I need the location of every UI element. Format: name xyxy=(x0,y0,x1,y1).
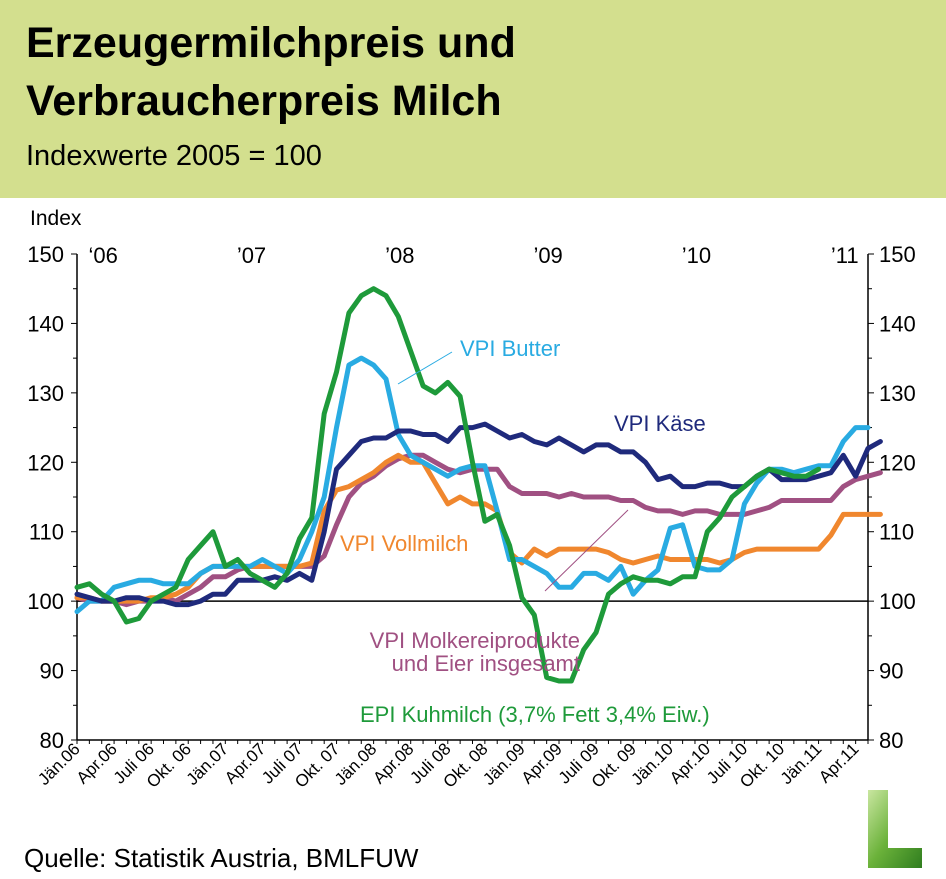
source-note: Quelle: Statistik Austria, BMLFUW xyxy=(24,843,419,873)
chart-title-line2: Verbraucherpreis Milch xyxy=(26,77,502,125)
x-tick-label: Apr.06 xyxy=(73,739,121,787)
x-tick-label: Jän.11 xyxy=(777,739,826,788)
annotation-molkerei-line2: und Eier insgesamt xyxy=(392,651,580,676)
y-tick-label-right: 90 xyxy=(879,659,903,684)
year-label: ’09 xyxy=(533,243,562,268)
x-tick-label: Apr.07 xyxy=(221,739,269,787)
y-axis-label: Index xyxy=(30,207,82,230)
x-tick-label: Apr.09 xyxy=(518,739,566,787)
x-tick-label: Jän.10 xyxy=(628,739,678,789)
y-tick-label-right: 100 xyxy=(879,589,916,614)
y-tick-label-left: 120 xyxy=(27,450,64,475)
leader-line-butter xyxy=(397,351,453,385)
y-tick-label-right: 80 xyxy=(879,728,903,753)
x-tick-label: Jän.07 xyxy=(183,739,233,789)
annotation-kaese: VPI Käse xyxy=(614,411,706,436)
year-label: ’07 xyxy=(237,243,266,268)
year-label: ’08 xyxy=(385,243,414,268)
y-tick-label-right: 130 xyxy=(879,381,916,406)
x-tick-label: Apr.10 xyxy=(666,739,714,787)
x-tick-label: Jän.09 xyxy=(479,739,529,789)
year-label: ‘06 xyxy=(89,243,118,268)
leader-line-molkerei xyxy=(544,509,629,592)
annotation-vollmilch: VPI Vollmilch xyxy=(340,531,468,556)
annotation-epi-kuhmilch: EPI Kuhmilch (3,7% Fett 3,4% Eiw.) xyxy=(360,702,710,727)
x-tick-label: Jän.08 xyxy=(331,739,381,789)
y-tick-label-left: 150 xyxy=(27,242,64,267)
year-label: ’11 xyxy=(831,243,859,268)
chart-title-line1: Erzeugermilchpreis und xyxy=(26,19,516,67)
series-line xyxy=(74,452,883,608)
year-label: ’10 xyxy=(682,243,711,268)
y-tick-label-left: 100 xyxy=(27,589,64,614)
series-line xyxy=(74,286,822,684)
y-tick-label-right: 150 xyxy=(879,242,916,267)
y-tick-label-left: 80 xyxy=(40,728,64,753)
x-tick-label: Apr.11 xyxy=(815,739,862,786)
y-tick-label-left: 110 xyxy=(29,520,64,545)
annotation-butter: VPI Butter xyxy=(460,336,560,361)
y-tick-label-left: 140 xyxy=(27,311,64,336)
y-tick-label-right: 110 xyxy=(879,520,914,545)
y-tick-label-right: 140 xyxy=(879,311,916,336)
y-tick-label-left: 130 xyxy=(27,381,64,406)
y-tick-label-right: 120 xyxy=(879,450,916,475)
annotation-molkerei-line1: VPI Molkereiprodukte xyxy=(370,628,580,653)
letter-l-logo-icon xyxy=(868,790,922,868)
y-tick-label-left: 90 xyxy=(40,659,64,684)
x-tick-label: Apr.08 xyxy=(369,739,417,787)
header-banner: Erzeugermilchpreis und Verbraucherpreis … xyxy=(0,0,946,198)
chart-subtitle: Indexwerte 2005 = 100 xyxy=(26,140,322,172)
